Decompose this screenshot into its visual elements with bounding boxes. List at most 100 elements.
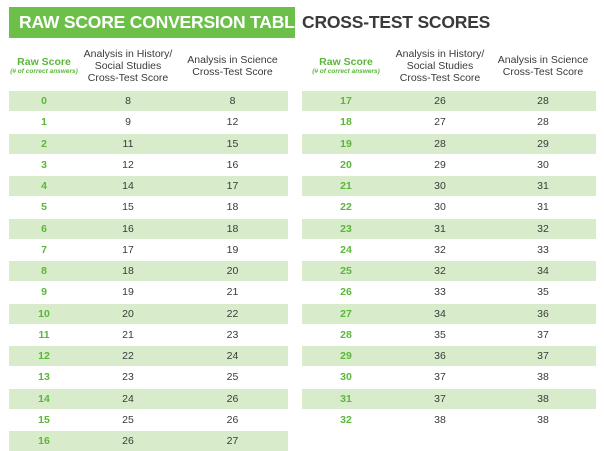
history-score-cell: 37: [390, 366, 490, 387]
conversion-table-left: Raw Score (# of correct answers) Analysi…: [9, 41, 288, 451]
raw-score-cell: 3: [9, 153, 79, 175]
science-score-cell: 32: [490, 217, 596, 239]
raw-score-cell: 25: [302, 260, 390, 282]
science-score-cell: 31: [490, 175, 596, 197]
raw-score-cell: 6: [9, 217, 79, 239]
raw-score-cell: 21: [302, 175, 390, 197]
science-score-cell: 30: [490, 153, 596, 175]
raw-score-cell: 27: [302, 302, 390, 324]
table-row: 31 37 38: [302, 387, 596, 409]
science-score-cell: 15: [177, 132, 288, 154]
history-score-cell: 26: [390, 90, 490, 112]
science-score-cell: 20: [177, 260, 288, 282]
conversion-table-right: Raw Score (# of correct answers) Analysi…: [302, 41, 596, 430]
table-row: 24 32 33: [302, 238, 596, 260]
science-score-cell: 18: [177, 217, 288, 239]
history-score-cell: 27: [390, 111, 490, 132]
history-header: Analysis in History/ Social Studies Cros…: [395, 47, 485, 84]
history-score-cell: 32: [390, 238, 490, 260]
table-row: 22 30 31: [302, 196, 596, 217]
science-score-cell: 38: [490, 366, 596, 387]
science-score-cell: 37: [490, 345, 596, 367]
history-score-cell: 18: [79, 260, 177, 282]
table-row: 28 35 37: [302, 323, 596, 345]
science-score-cell: 35: [490, 281, 596, 302]
raw-score-cell: 10: [9, 302, 79, 324]
history-score-cell: 11: [79, 132, 177, 154]
raw-score-cell: 0: [9, 90, 79, 112]
table-row: 1 9 12: [9, 111, 288, 132]
science-score-cell: 8: [177, 90, 288, 112]
science-score-cell: 22: [177, 302, 288, 324]
science-header: Analysis in Science Cross-Test Score: [497, 53, 589, 78]
science-score-cell: 27: [177, 430, 288, 451]
table-row: 7 17 19: [9, 238, 288, 260]
raw-score-cell: 2: [9, 132, 79, 154]
table-row: 3 12 16: [9, 153, 288, 175]
table-row: 11 21 23: [9, 323, 288, 345]
raw-score-cell: 11: [9, 323, 79, 345]
history-score-cell: 15: [79, 196, 177, 217]
history-score-cell: 21: [79, 323, 177, 345]
science-score-cell: 16: [177, 153, 288, 175]
table-row: 18 27 28: [302, 111, 596, 132]
table-row: 10 20 22: [9, 302, 288, 324]
raw-score-cell: 7: [9, 238, 79, 260]
history-score-cell: 26: [79, 430, 177, 451]
table-row: 32 38 38: [302, 408, 596, 430]
raw-score-cell: 32: [302, 408, 390, 430]
table-row: 9 19 21: [9, 281, 288, 302]
science-score-cell: 33: [490, 238, 596, 260]
raw-score-cell: 31: [302, 387, 390, 409]
science-header: Analysis in Science Cross-Test Score: [187, 53, 278, 78]
raw-score-cell: 17: [302, 90, 390, 112]
raw-score-cell: 23: [302, 217, 390, 239]
raw-score-cell: 4: [9, 175, 79, 197]
table-row: 5 15 18: [9, 196, 288, 217]
science-score-cell: 12: [177, 111, 288, 132]
history-score-cell: 30: [390, 175, 490, 197]
history-score-cell: 28: [390, 132, 490, 154]
history-score-cell: 20: [79, 302, 177, 324]
history-score-cell: 33: [390, 281, 490, 302]
history-score-cell: 35: [390, 323, 490, 345]
science-score-cell: 25: [177, 366, 288, 387]
raw-score-header: Raw Score (# of correct answers): [9, 41, 79, 90]
header-row: Raw Score (# of correct answers) Analysi…: [302, 41, 596, 90]
raw-score-cell: 1: [9, 111, 79, 132]
science-score-cell: 28: [490, 90, 596, 112]
raw-score-cell: 26: [302, 281, 390, 302]
table-row: 30 37 38: [302, 366, 596, 387]
history-score-cell: 17: [79, 238, 177, 260]
science-score-cell: 24: [177, 345, 288, 367]
table-row: 14 24 26: [9, 387, 288, 409]
science-score-cell: 17: [177, 175, 288, 197]
history-score-cell: 24: [79, 387, 177, 409]
history-score-cell: 22: [79, 345, 177, 367]
history-score-cell: 34: [390, 302, 490, 324]
science-score-cell: 38: [490, 387, 596, 409]
raw-score-cell: 29: [302, 345, 390, 367]
raw-score-cell: 5: [9, 196, 79, 217]
raw-score-header: Raw Score (# of correct answers): [302, 41, 390, 90]
raw-score-cell: 14: [9, 387, 79, 409]
history-score-cell: 38: [390, 408, 490, 430]
raw-score-cell: 15: [9, 408, 79, 430]
science-score-cell: 36: [490, 302, 596, 324]
history-score-cell: 36: [390, 345, 490, 367]
history-score-cell: 9: [79, 111, 177, 132]
title-badge: RAW SCORE CONVERSION TABLE 3: [9, 7, 321, 38]
raw-score-cell: 16: [9, 430, 79, 451]
science-score-cell: 21: [177, 281, 288, 302]
table-row: 20 29 30: [302, 153, 596, 175]
header-row: Raw Score (# of correct answers) Analysi…: [9, 41, 288, 90]
history-score-cell: 23: [79, 366, 177, 387]
raw-score-header-label: Raw Score: [319, 55, 373, 68]
history-score-cell: 30: [390, 196, 490, 217]
table-row: 25 32 34: [302, 260, 596, 282]
raw-score-cell: 19: [302, 132, 390, 154]
table-body-left: 0 8 8 1 9 12 2 11 15 3 12 16 4 14 17 5 15 18 6 16 18 7 17 19 8 18…: [9, 90, 288, 451]
science-score-cell: 38: [490, 408, 596, 430]
history-score-cell: 31: [390, 217, 490, 239]
raw-score-cell: 24: [302, 238, 390, 260]
